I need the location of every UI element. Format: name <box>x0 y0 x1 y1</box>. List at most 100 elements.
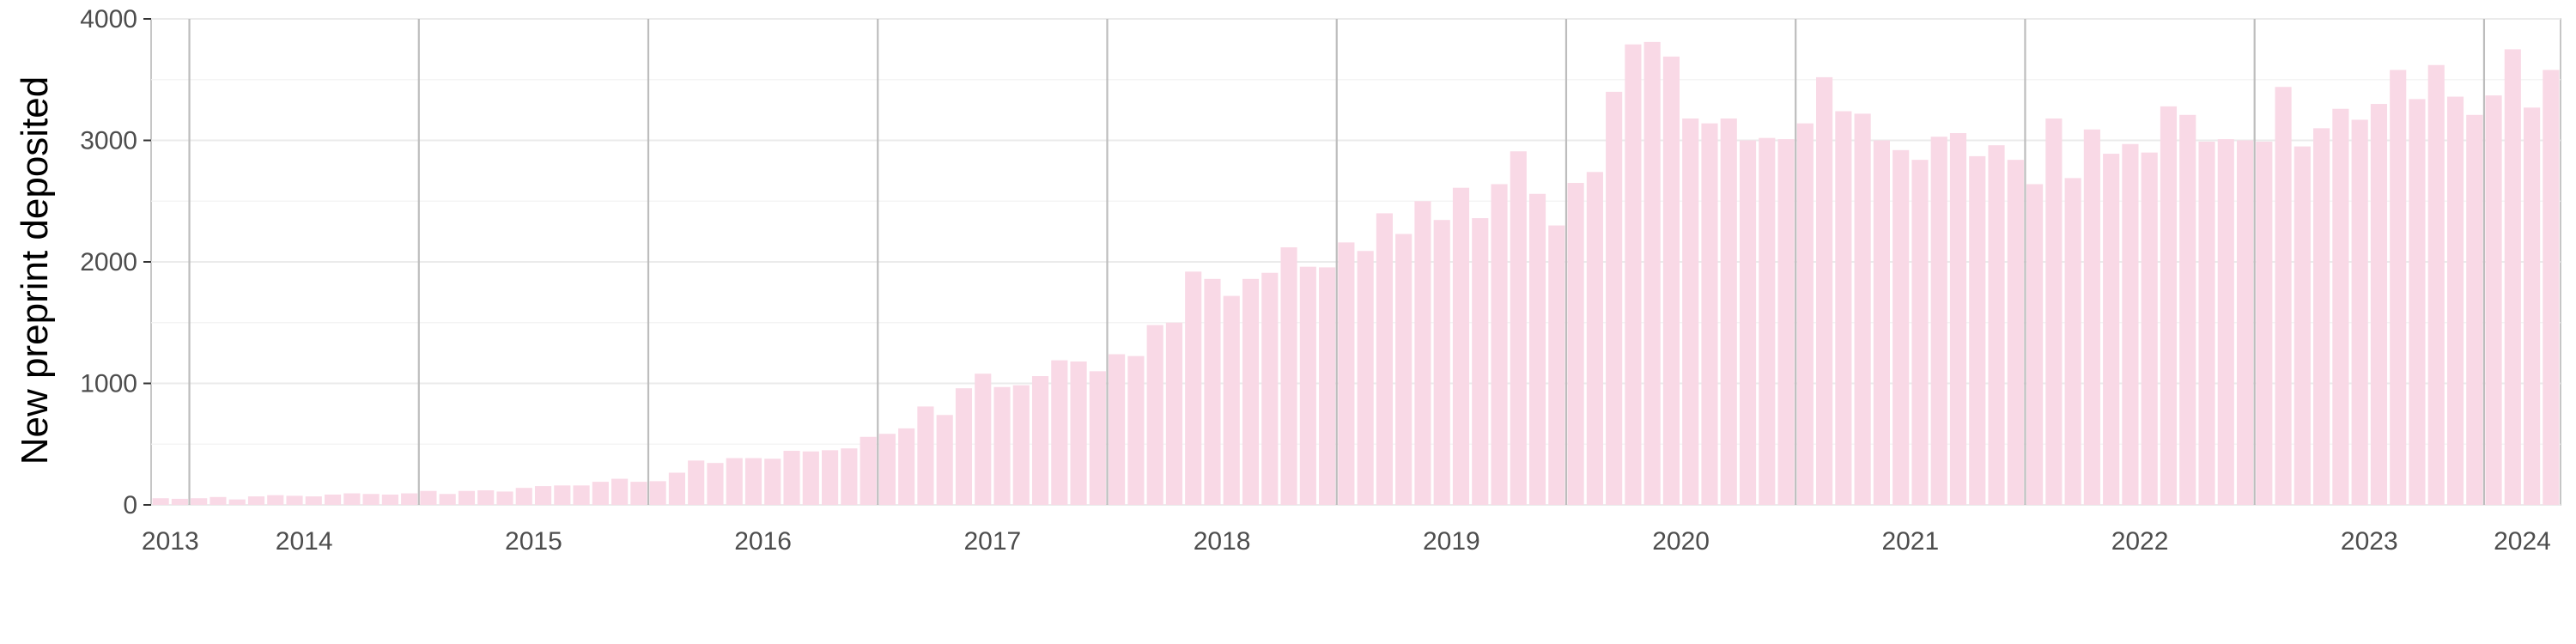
bar <box>898 428 915 505</box>
bar <box>1777 139 1795 505</box>
major-gridlines <box>151 18 2561 506</box>
bar <box>688 460 705 505</box>
bar <box>2293 146 2311 505</box>
bar <box>2198 141 2215 506</box>
bar <box>1854 113 1871 505</box>
bar <box>305 496 322 505</box>
bar <box>152 498 169 505</box>
x-axis: 2013 2014 2015 2016 2017 2018 2019 2020 2021 2022… <box>142 527 2551 556</box>
bar <box>1242 278 1260 505</box>
bar <box>2370 104 2388 506</box>
bar <box>1127 355 1145 505</box>
bar <box>247 496 265 505</box>
bar <box>860 436 877 505</box>
x-tick-label: 2019 <box>1423 527 1480 556</box>
bar <box>1299 266 1316 505</box>
bar <box>2217 139 2234 505</box>
bar <box>1223 295 1240 505</box>
bar <box>2103 154 2120 505</box>
bar <box>2007 160 2024 505</box>
bar <box>1261 272 1279 505</box>
bar <box>1835 111 1852 506</box>
bar <box>1796 123 1814 505</box>
bar <box>1528 193 1546 505</box>
y-tick-label: 0 <box>123 491 137 519</box>
bar <box>1109 354 1126 505</box>
bar <box>764 459 781 505</box>
bar <box>2256 141 2273 506</box>
year-separator-lines <box>188 19 2486 505</box>
bar <box>1165 322 1183 505</box>
bar <box>611 478 629 505</box>
bar <box>573 485 590 505</box>
bar <box>1911 160 1929 505</box>
bar <box>1662 56 1680 506</box>
bar <box>191 498 208 505</box>
bar <box>2064 178 2081 506</box>
y-tick-label: 3000 <box>80 127 137 155</box>
bar <box>1988 145 2005 505</box>
bar <box>2045 118 2063 505</box>
bar <box>975 374 992 505</box>
x-tick-label: 2015 <box>505 527 562 556</box>
minor-gridlines <box>151 79 2561 445</box>
y-axis: 0 1000 2000 3000 4000 <box>80 5 151 519</box>
y-tick-label: 4000 <box>80 5 137 33</box>
y-axis-title: New preprint deposited <box>14 76 56 465</box>
bar <box>1012 385 1030 505</box>
bar <box>2390 70 2407 506</box>
bar <box>496 491 513 505</box>
x-tick-label: 2016 <box>734 527 792 556</box>
bar <box>592 482 609 505</box>
bar <box>1491 184 1508 505</box>
bar <box>324 494 342 505</box>
bar <box>1759 137 1776 506</box>
bar <box>1816 76 1833 506</box>
bar <box>1414 201 1431 505</box>
bar <box>2524 107 2541 506</box>
bar <box>2446 96 2464 505</box>
bar <box>420 490 437 505</box>
x-tick-label: 2013 <box>142 527 199 556</box>
bar <box>1357 251 1374 505</box>
bar <box>286 495 303 505</box>
bar <box>1510 151 1527 506</box>
bar <box>802 451 819 505</box>
bar <box>1682 118 1699 505</box>
bar <box>2083 129 2100 505</box>
bar <box>1720 118 1737 505</box>
bar <box>1567 183 1584 505</box>
bar <box>2543 70 2560 506</box>
bar <box>381 494 398 505</box>
bar <box>630 482 647 505</box>
bar <box>2466 114 2483 505</box>
bar <box>1146 325 1163 505</box>
bar <box>2179 114 2196 505</box>
bar <box>1433 220 1450 505</box>
bar <box>267 495 284 505</box>
bar <box>1949 133 1967 505</box>
bar <box>1319 267 1336 505</box>
bar <box>822 450 839 505</box>
bar <box>878 434 896 505</box>
bar <box>1893 149 1910 505</box>
x-tick-label: 2022 <box>2111 527 2169 556</box>
bar <box>1089 371 1106 505</box>
bar <box>2141 152 2158 505</box>
bar <box>1280 247 1297 505</box>
x-tick-label: 2020 <box>1652 527 1710 556</box>
y-tick-label: 1000 <box>80 370 137 398</box>
bar <box>2122 143 2139 505</box>
bar <box>993 386 1011 505</box>
bar <box>1031 376 1049 505</box>
bar <box>2409 99 2426 505</box>
bar <box>1051 360 1068 505</box>
bar <box>649 481 666 505</box>
x-tick-label: 2021 <box>1881 527 1939 556</box>
x-tick-label: 2024 <box>2494 527 2551 556</box>
bar <box>726 458 743 505</box>
bar <box>1606 91 1623 506</box>
bar <box>554 485 571 505</box>
bar <box>1930 137 1947 505</box>
bar <box>1548 225 1565 505</box>
